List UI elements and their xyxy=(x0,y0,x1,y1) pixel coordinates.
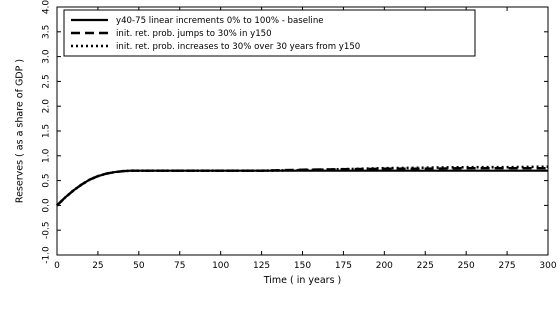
y-tick-label: -0.5 xyxy=(42,221,52,239)
y-tick-label: -1.0 xyxy=(42,246,52,264)
x-tick-label: 0 xyxy=(54,261,60,271)
y-tick-label: 3.5 xyxy=(42,25,52,39)
legend-label: init. ret. prob. jumps to 30% in y150 xyxy=(116,29,272,39)
x-tick-label: 250 xyxy=(458,261,475,271)
x-axis-label: Time ( in years ) xyxy=(263,275,342,286)
legend-box xyxy=(63,9,476,57)
x-tick-label: 300 xyxy=(539,261,556,271)
plot-frame xyxy=(56,6,549,256)
x-tick-label: 100 xyxy=(212,261,229,271)
y-tick-label: 1.0 xyxy=(42,148,52,163)
x-tick-label: 200 xyxy=(376,261,393,271)
x-tick-label: 225 xyxy=(417,261,434,271)
y-tick-label: 0.0 xyxy=(42,198,52,213)
y-tick-label: 2.0 xyxy=(42,99,52,114)
x-tick-label: 275 xyxy=(498,261,515,271)
y-tick-label: 1.5 xyxy=(42,124,52,138)
y-tick-label: 2.5 xyxy=(42,74,52,88)
series-line xyxy=(56,165,549,207)
y-tick-label: 4.0 xyxy=(42,0,52,14)
x-tick-label: 125 xyxy=(253,261,270,271)
y-tick-label: 0.5 xyxy=(42,173,52,187)
x-tick-label: 150 xyxy=(294,261,311,271)
y-tick-label: 3.0 xyxy=(42,49,52,64)
y-axis-label: Reserves ( as a share of GDP ) xyxy=(15,59,26,203)
x-tick-label: 175 xyxy=(335,261,352,271)
chart-series xyxy=(56,165,549,207)
x-tick-label: 50 xyxy=(133,261,145,271)
series-line xyxy=(56,169,548,207)
legend-label: init. ret. prob. increases to 30% over 3… xyxy=(116,42,360,52)
legend: y40-75 linear increments 0% to 100% - ba… xyxy=(63,9,476,57)
x-tick-label: 75 xyxy=(174,261,185,271)
x-tick-label: 25 xyxy=(92,261,103,271)
series-line xyxy=(56,166,548,207)
legend-label: y40-75 linear increments 0% to 100% - ba… xyxy=(116,16,324,26)
